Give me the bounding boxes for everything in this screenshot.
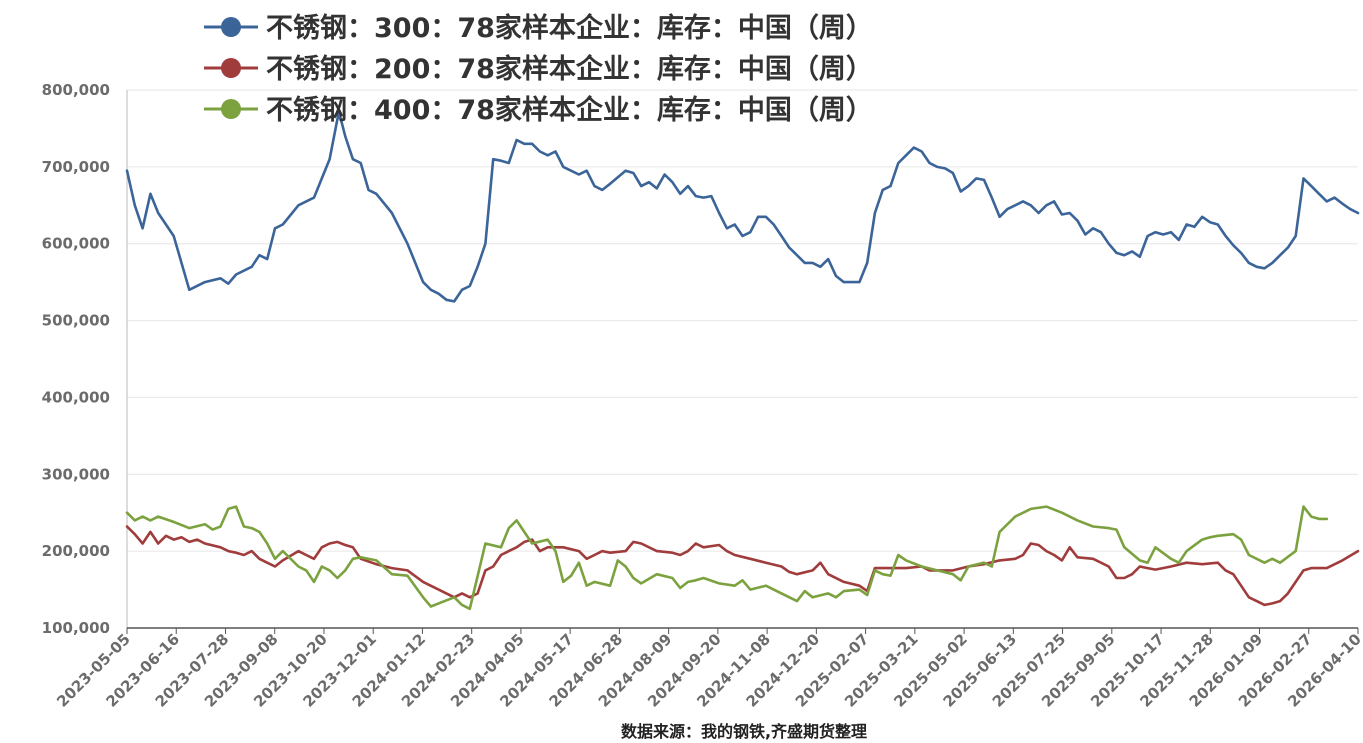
- legend-marker-200: [221, 58, 241, 78]
- legend-item-400: 不锈钢：400：78家样本企业：库存：中国（周）: [204, 94, 873, 126]
- legend: 不锈钢：300：78家样本企业：库存：中国（周） 不锈钢：200：78家样本企业…: [204, 12, 873, 126]
- series-line-300: [125, 110, 1360, 303]
- legend-label-400: 不锈钢：400：78家样本企业：库存：中国（周）: [266, 94, 873, 126]
- series-line-400: [125, 505, 1329, 611]
- legend-marker-400: [221, 99, 241, 119]
- y-tick-label: 800,000: [42, 81, 110, 99]
- legend-label-300: 不锈钢：300：78家样本企业：库存：中国（周）: [266, 12, 873, 44]
- y-tick-labels: 800,000 700,000 600,000 500,000 400,000 300,0…: [42, 81, 110, 637]
- legend-item-300: 不锈钢：300：78家样本企业：库存：中国（周）: [204, 12, 873, 44]
- series-line-200: [125, 525, 1360, 607]
- y-tick-label: 300,000: [42, 465, 110, 483]
- y-tick-label: 700,000: [42, 158, 110, 176]
- legend-label-200: 不锈钢：200：78家样本企业：库存：中国（周）: [266, 53, 873, 85]
- y-tick-label: 200,000: [42, 542, 110, 560]
- x-tick-marks: [126, 628, 1359, 634]
- y-tick-label: 500,000: [42, 312, 110, 330]
- y-tick-label: 400,000: [42, 388, 110, 406]
- series-lines: [125, 110, 1360, 611]
- y-tick-label: 600,000: [42, 235, 110, 253]
- x-tick-labels: 2023-05-052023-06-162023-07-282023-09-08…: [53, 630, 1363, 711]
- source-note: 数据来源：我的钢铁,齐盛期货整理: [621, 722, 867, 741]
- y-tick-label: 100,000: [42, 619, 110, 637]
- plot-area: 800,000 700,000 600,000 500,000 400,000 300,0…: [42, 81, 1363, 711]
- gridlines: [127, 89, 1358, 629]
- legend-marker-300: [221, 17, 241, 37]
- legend-item-200: 不锈钢：200：78家样本企业：库存：中国（周）: [204, 53, 873, 85]
